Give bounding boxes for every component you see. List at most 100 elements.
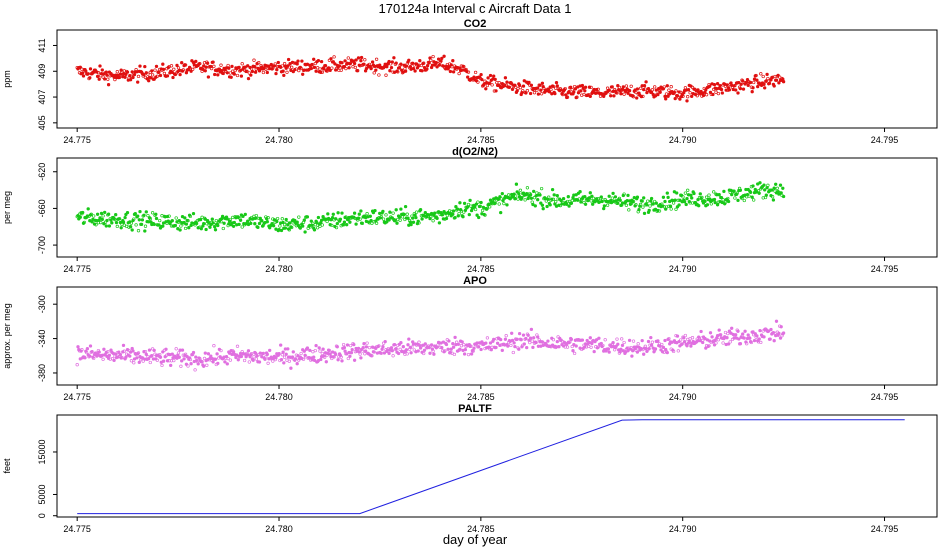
data-point-apo (348, 354, 352, 358)
data-point-o2n2 (579, 200, 583, 204)
data-point-apo (522, 342, 526, 346)
data-point-o2n2 (103, 210, 107, 215)
data-point-co2 (510, 82, 514, 86)
data-point-apo (399, 341, 403, 345)
data-point-o2n2 (500, 191, 504, 196)
data-point-o2n2 (167, 214, 171, 218)
y-tick-label-o2n2: -660 (37, 199, 47, 217)
data-point-apo (200, 359, 204, 364)
data-point-co2 (152, 77, 156, 81)
data-point-co2 (138, 64, 142, 68)
data-point-co2 (407, 58, 411, 62)
data-point-apo (174, 347, 178, 351)
data-point-apo (443, 349, 447, 353)
data-point-co2 (301, 72, 305, 76)
data-point-co2 (635, 87, 640, 91)
data-point-o2n2 (488, 198, 493, 202)
data-point-co2 (239, 74, 244, 78)
data-point-o2n2 (533, 204, 537, 208)
data-point-o2n2 (369, 218, 373, 223)
data-point-o2n2 (222, 221, 226, 225)
data-point-o2n2 (499, 210, 503, 215)
data-point-co2 (654, 88, 658, 92)
data-point-apo (526, 333, 530, 337)
data-point-co2 (245, 69, 249, 73)
data-point-apo (345, 352, 349, 356)
data-point-o2n2 (312, 228, 317, 232)
data-point-apo (440, 345, 444, 350)
data-point-co2 (664, 92, 669, 96)
data-point-o2n2 (179, 224, 183, 228)
data-point-co2 (587, 92, 591, 97)
data-point-co2 (332, 55, 336, 59)
data-point-o2n2 (645, 203, 649, 207)
data-point-apo (428, 351, 432, 355)
data-point-co2 (299, 66, 303, 71)
data-point-apo (242, 358, 247, 363)
data-point-o2n2 (476, 200, 480, 204)
data-point-o2n2 (359, 209, 363, 213)
y-tick-label-o2n2: -700 (37, 236, 47, 254)
data-point-co2 (153, 68, 157, 72)
data-point-co2 (565, 95, 570, 99)
data-point-o2n2 (199, 227, 203, 231)
data-point-o2n2 (406, 216, 410, 220)
data-point-o2n2 (671, 201, 676, 205)
data-point-co2 (356, 69, 360, 73)
data-point-apo (160, 363, 164, 368)
data-point-o2n2 (152, 222, 156, 227)
data-point-o2n2 (243, 212, 247, 217)
data-point-o2n2 (605, 203, 610, 207)
data-point-apo (112, 358, 116, 363)
data-point-o2n2 (733, 196, 737, 200)
data-point-o2n2 (283, 226, 288, 230)
data-point-o2n2 (381, 217, 386, 221)
data-point-co2 (554, 80, 559, 85)
x-tick-label-co2: 24.790 (669, 135, 697, 145)
data-point-co2 (528, 91, 533, 96)
data-point-co2 (136, 80, 140, 84)
data-point-apo (472, 346, 476, 350)
data-point-apo (682, 336, 686, 340)
data-point-o2n2 (616, 201, 620, 205)
data-point-co2 (252, 58, 256, 62)
data-point-o2n2 (114, 220, 119, 225)
data-point-apo (607, 350, 611, 354)
data-point-o2n2 (330, 215, 335, 220)
data-point-o2n2 (334, 217, 338, 221)
data-point-co2 (269, 62, 273, 67)
data-point-apo (215, 352, 219, 356)
data-point-o2n2 (139, 222, 144, 227)
data-point-o2n2 (402, 212, 406, 217)
data-point-co2 (778, 75, 782, 79)
data-point-apo (615, 337, 619, 341)
data-point-co2 (643, 87, 647, 91)
data-point-o2n2 (611, 191, 615, 196)
data-point-co2 (763, 86, 767, 90)
data-point-co2 (359, 55, 364, 60)
data-point-o2n2 (86, 207, 90, 211)
data-point-o2n2 (206, 220, 211, 224)
data-point-apo (594, 338, 599, 342)
data-point-o2n2 (752, 198, 756, 202)
data-point-apo (186, 364, 190, 368)
data-point-co2 (486, 76, 490, 80)
data-point-o2n2 (134, 223, 138, 227)
data-point-co2 (627, 89, 632, 93)
data-point-apo (469, 344, 473, 348)
data-point-apo (616, 342, 620, 346)
data-point-apo (211, 360, 215, 364)
data-point-co2 (118, 72, 123, 76)
data-point-apo (416, 349, 420, 353)
data-point-o2n2 (485, 206, 490, 210)
data-point-apo (235, 344, 240, 348)
series-line-paltf (77, 419, 905, 515)
data-point-apo (495, 341, 500, 345)
data-point-apo (253, 351, 258, 355)
data-point-co2 (720, 91, 724, 95)
data-point-apo (320, 351, 324, 356)
data-point-apo (88, 354, 92, 358)
data-point-apo (295, 362, 299, 366)
data-point-co2 (81, 71, 85, 75)
